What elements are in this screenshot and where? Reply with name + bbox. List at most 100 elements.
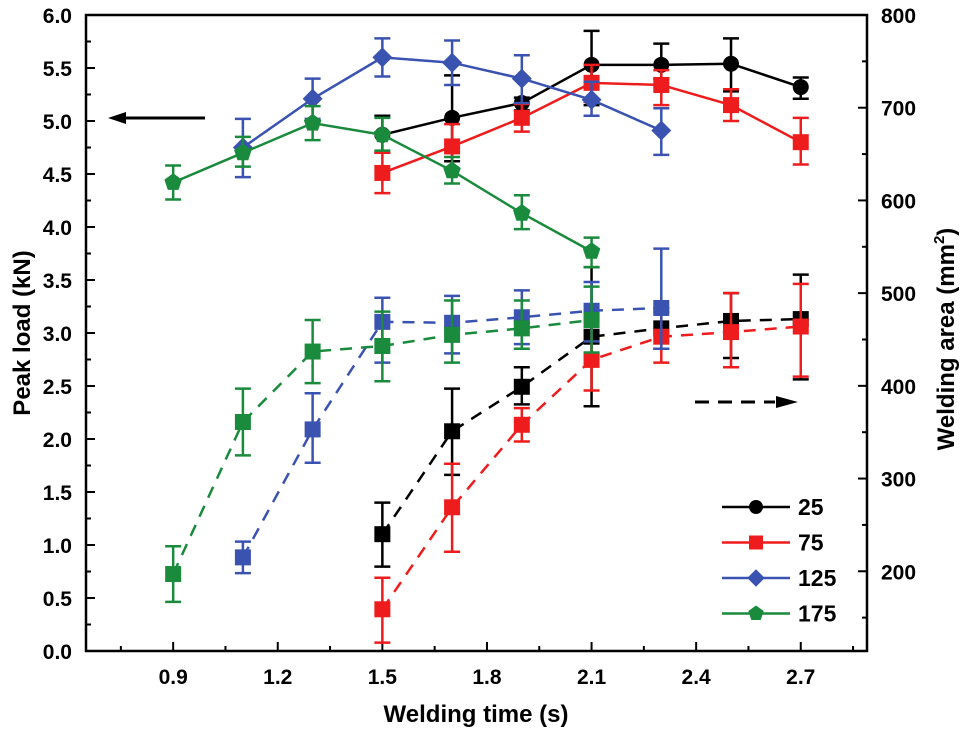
x-tick-label: 2.4: [682, 666, 712, 689]
peak-load-point: [723, 97, 740, 114]
welding-area-point: [234, 414, 251, 431]
peak-load-point: [234, 143, 252, 161]
welding-area-point: [513, 320, 530, 337]
series-welding-area-175: [165, 285, 600, 604]
legend-label: 75: [798, 530, 824, 556]
left-axis-arrow: [108, 112, 205, 124]
y-left-tick-label: 5.5: [43, 58, 73, 81]
welding-area-point: [234, 549, 251, 566]
series-peak-load-175: [164, 104, 601, 269]
welding-area-point: [374, 526, 391, 543]
y-right-title-superscript: 2: [931, 236, 948, 244]
welding-area-point: [792, 318, 809, 335]
x-axis-ticks: 0.9 1.2 1.5 1.8 2.1 2.4 2.7: [119, 642, 855, 689]
left-arrow-head-icon: [108, 112, 126, 124]
y-right-tick-label: 500: [881, 283, 916, 306]
y-right-axis-ticks: 200 300 400 500 600 700 800: [858, 5, 916, 619]
peak-load-point: [653, 56, 670, 73]
y-right-axis-title-text: Welding area (mm2): [931, 228, 960, 451]
right-arrow-head-icon: [776, 396, 798, 408]
welding-area-point: [513, 378, 530, 395]
peak-load-point: [443, 161, 461, 179]
y-right-axis-title: Welding area (mm2): [931, 228, 960, 451]
y-left-tick-label: 2.0: [43, 429, 72, 452]
welding-area-point: [583, 312, 600, 329]
welding-area-point: [165, 566, 182, 583]
peak-load-point: [581, 89, 602, 110]
x-tick-label: 0.9: [159, 666, 188, 689]
y-left-tick-label: 0.5: [43, 588, 73, 611]
peak-load-point: [792, 79, 809, 96]
peak-load-point: [374, 164, 391, 181]
welding-area-point: [583, 351, 600, 368]
peak-load-point: [303, 113, 322, 131]
peak-load-point: [792, 134, 809, 151]
y-right-tick-label: 400: [881, 376, 916, 399]
peak-load-point: [444, 109, 461, 126]
y-left-tick-label: 3.0: [43, 323, 72, 346]
y-left-tick-label: 1.5: [43, 482, 73, 505]
peak-load-point: [372, 47, 393, 68]
legend-label: 25: [798, 494, 824, 520]
welding-area-point: [444, 423, 461, 440]
peak-load-point: [442, 52, 463, 73]
legend: 25 75 125 175: [722, 494, 837, 627]
peak-load-point: [373, 125, 392, 143]
x-axis-title: Welding time (s): [384, 701, 569, 728]
y-right-tick-label: 800: [881, 5, 916, 28]
peak-load-point: [582, 242, 601, 259]
series-layer: [164, 29, 809, 644]
y-left-axis-ticks: 0.0 0.5 1.0 1.5 2.0 2.5 3.0 3.5 4.0 4.5 5.0 5.5 6.0: [43, 5, 95, 664]
y-right-title-end: ): [933, 228, 960, 236]
legend-marker-icon: [747, 569, 765, 587]
x-tick-label: 2.1: [577, 666, 607, 689]
welding-area-point: [374, 337, 391, 354]
welding-area-point: [723, 324, 740, 341]
y-right-title-base: Welding area (mm: [933, 244, 960, 450]
y-left-tick-label: 6.0: [43, 5, 72, 28]
welding-area-error-bar: [653, 247, 670, 351]
peak-load-point: [444, 138, 461, 155]
legend-item-25: 25: [722, 494, 824, 520]
x-tick-label: 2.7: [786, 666, 815, 689]
peak-load-point: [723, 55, 740, 72]
y-left-tick-label: 4.0: [43, 217, 72, 240]
y-left-tick-label: 3.5: [43, 270, 73, 293]
y-left-tick-label: 0.0: [43, 641, 72, 664]
y-left-tick-label: 5.0: [43, 111, 72, 134]
welding-area-point: [374, 601, 391, 618]
x-tick-label: 1.5: [368, 666, 398, 689]
x-tick-label: 1.8: [472, 666, 502, 689]
welding-area-point: [444, 326, 461, 343]
y-right-tick-label: 200: [881, 561, 916, 584]
peak-load-point: [164, 173, 182, 190]
y-left-tick-label: 4.5: [43, 164, 73, 187]
welding-area-point: [444, 499, 461, 516]
peak-load-point: [653, 76, 670, 93]
peak-load-point: [513, 204, 531, 221]
x-tick-label: 1.2: [263, 666, 292, 689]
peak-load-point: [302, 88, 323, 109]
y-left-tick-label: 1.0: [43, 535, 72, 558]
series-welding-area-75: [374, 282, 809, 644]
legend-marker-icon: [749, 535, 763, 550]
legend-item-75: 75: [722, 530, 824, 556]
legend-item-125: 125: [722, 565, 837, 591]
welding-area-point: [304, 343, 321, 360]
y-right-tick-label: 300: [881, 469, 916, 492]
y-right-tick-label: 600: [881, 190, 916, 213]
peak-load-point: [511, 68, 532, 89]
legend-label: 175: [798, 601, 837, 627]
peak-load-point: [651, 120, 672, 141]
welding-area-point: [653, 299, 670, 316]
y-right-tick-label: 700: [881, 98, 916, 121]
legend-item-175: 175: [722, 601, 837, 627]
y-left-axis-title: Peak load (kN): [9, 250, 36, 415]
welding-area-point: [304, 421, 321, 438]
peak-load-point: [513, 109, 530, 126]
legend-label: 125: [798, 565, 837, 591]
y-left-tick-label: 2.5: [43, 376, 73, 399]
legend-marker-icon: [748, 605, 764, 620]
right-axis-arrow: [695, 396, 798, 408]
